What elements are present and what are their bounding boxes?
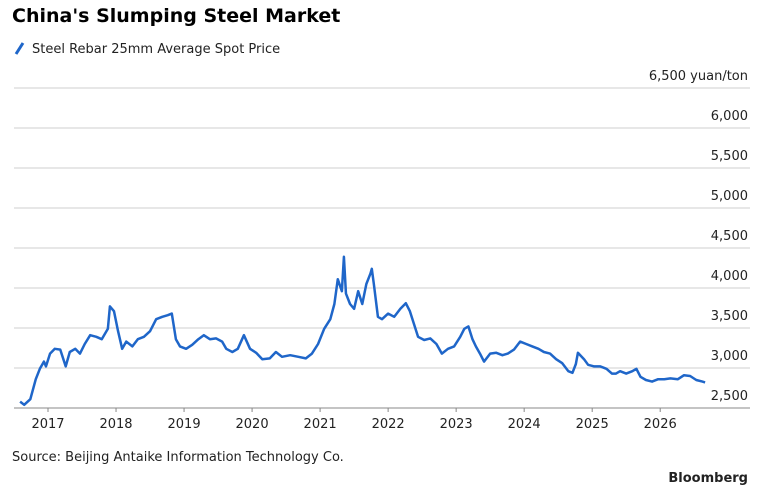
legend-swatch [14,42,25,55]
y-tick-label: 6,500 yuan/ton [649,69,748,84]
x-tick-label: 2017 [31,417,64,432]
x-tick-label: 2022 [372,417,405,432]
y-tick-label: 6,000 [711,109,748,124]
y-tick-label: 5,500 [711,149,748,164]
x-tick-label: 2019 [168,417,201,432]
x-tick-label: 2020 [236,417,269,432]
x-tick-label: 2023 [440,417,473,432]
price-line [19,255,706,407]
y-tick-label: 2,500 [711,389,748,404]
chart-title: China's Slumping Steel Market [12,5,340,27]
legend-label: Steel Rebar 25mm Average Spot Price [32,42,280,57]
x-tick-label: 2024 [508,417,541,432]
y-tick-label: 5,000 [711,189,748,204]
y-tick-label: 3,500 [711,309,748,324]
x-tick-label: 2025 [576,417,609,432]
x-tick-label: 2021 [304,417,337,432]
y-tick-label: 4,500 [711,229,748,244]
x-tick-label: 2018 [99,417,132,432]
y-tick-label: 4,000 [711,269,748,284]
source-note: Source: Beijing Antaike Information Tech… [12,450,344,465]
credit: Bloomberg [668,471,748,486]
x-tick-label: 2026 [644,417,677,432]
y-tick-label: 3,000 [711,349,748,364]
